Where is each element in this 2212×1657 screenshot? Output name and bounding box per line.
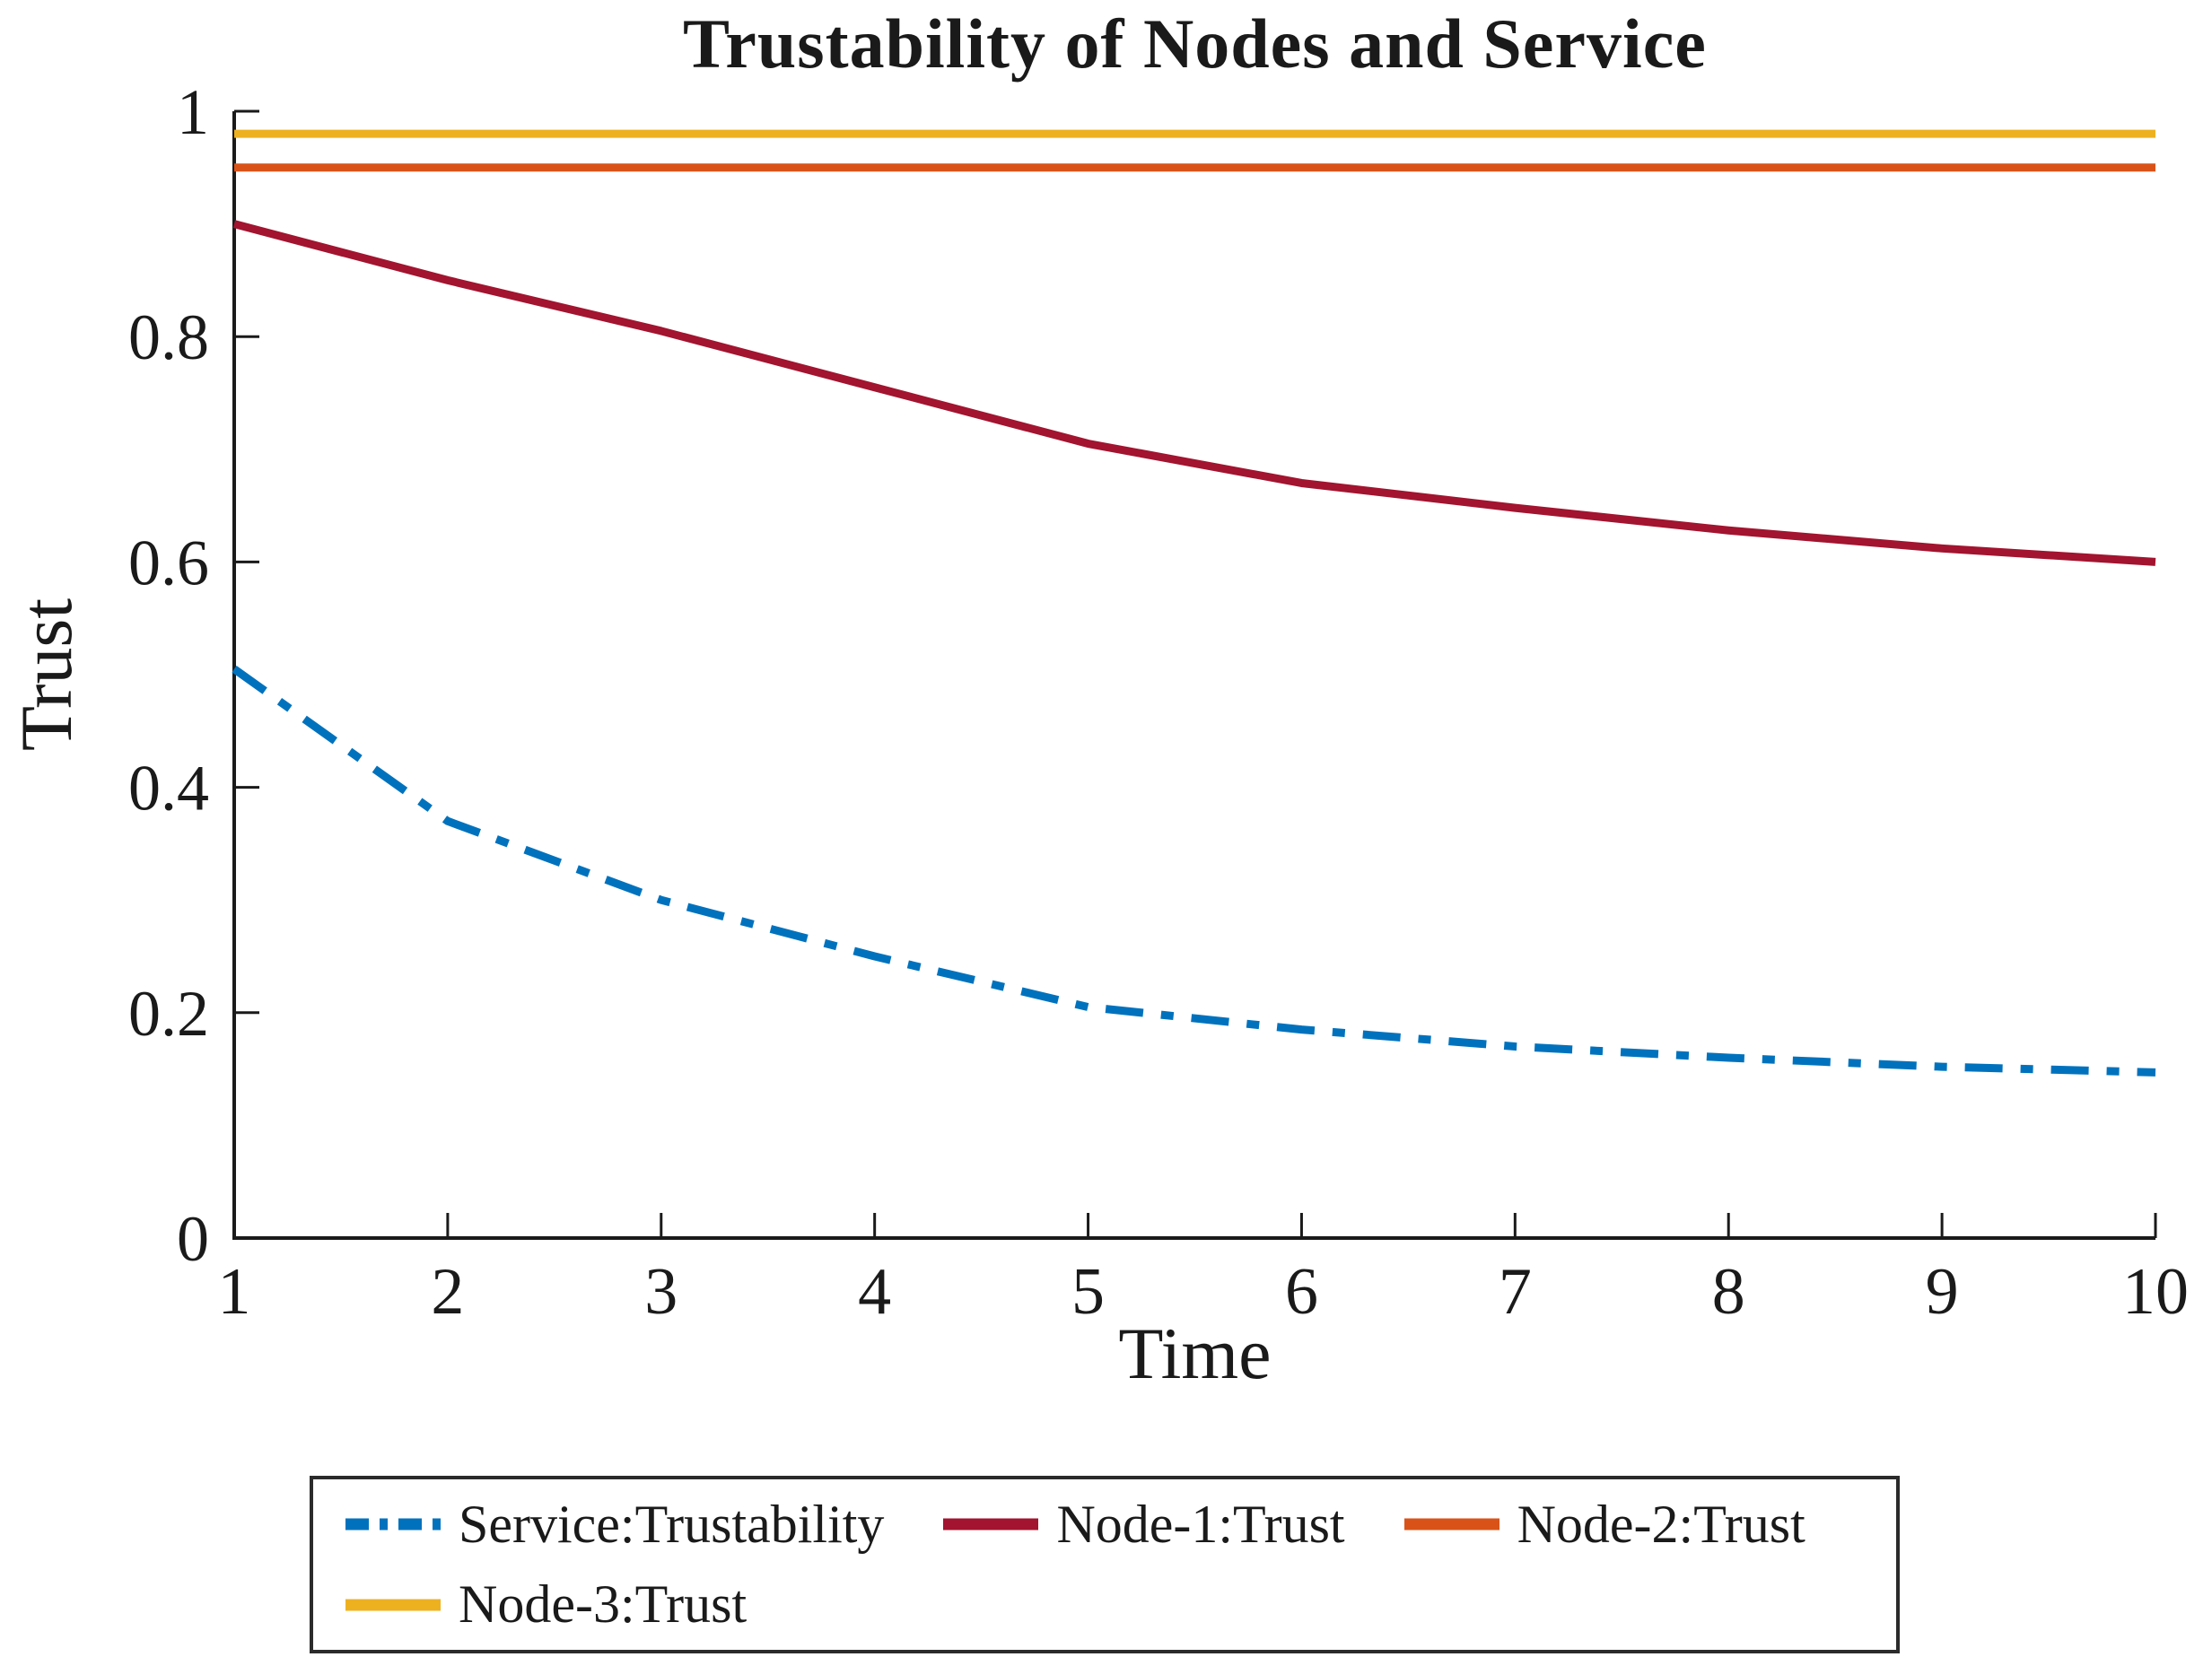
x-tick-label: 3 <box>644 1255 678 1329</box>
axes <box>232 111 2155 1240</box>
y-tick-label: 0.2 <box>128 978 209 1050</box>
x-axis-label: Time <box>1118 1313 1272 1394</box>
y-tick-label: 0.4 <box>128 753 209 824</box>
legend-item-node-1-trust[interactable]: Node-1:Trust <box>941 1486 1345 1563</box>
legend-label: Node-3:Trust <box>459 1574 748 1635</box>
y-tick-label: 0.6 <box>128 527 209 598</box>
legend-item-node-2-trust[interactable]: Node-2:Trust <box>1403 1486 1805 1563</box>
x-tick-label: 7 <box>1499 1255 1532 1329</box>
legend-swatch-solid-line-icon <box>345 1599 441 1611</box>
legend-label: Node-1:Trust <box>1056 1494 1345 1554</box>
x-tick-label: 1 <box>218 1255 251 1329</box>
legend-box: Service:Trustability Node-1:Trust Node-2… <box>310 1476 1900 1653</box>
series-line-node-1-trust[interactable] <box>232 220 2156 566</box>
x-tick-label: 10 <box>2122 1255 2189 1329</box>
y-tick-label: 1 <box>177 76 209 148</box>
y-tick-label: 0 <box>177 1203 209 1275</box>
x-tick-label: 9 <box>1926 1255 1959 1329</box>
legend-label: Node-2:Trust <box>1517 1494 1805 1554</box>
x-tick-label: 4 <box>858 1255 891 1329</box>
legend-label: Service:Trustability <box>459 1494 885 1554</box>
legend-item-service-trustability[interactable]: Service:Trustability <box>344 1486 884 1563</box>
x-tick-label: 2 <box>431 1255 464 1329</box>
y-axis-label: Trust <box>5 597 87 752</box>
series-line-service-trustability[interactable] <box>232 666 2156 1077</box>
legend-item-node-3-trust[interactable]: Node-3:Trust <box>344 1566 747 1644</box>
x-tick-label: 6 <box>1285 1255 1318 1329</box>
x-tick-label: 5 <box>1071 1255 1105 1329</box>
chart-title: Trustability of Nodes and Service <box>683 4 1707 83</box>
x-tick-label: 8 <box>1712 1255 1745 1329</box>
legend-swatch-dashdot-line-icon <box>345 1518 441 1531</box>
legend-swatch-solid-line-icon <box>1403 1518 1499 1531</box>
legend-swatch-solid-line-icon <box>943 1518 1039 1531</box>
y-tick-label: 0.8 <box>128 301 209 373</box>
